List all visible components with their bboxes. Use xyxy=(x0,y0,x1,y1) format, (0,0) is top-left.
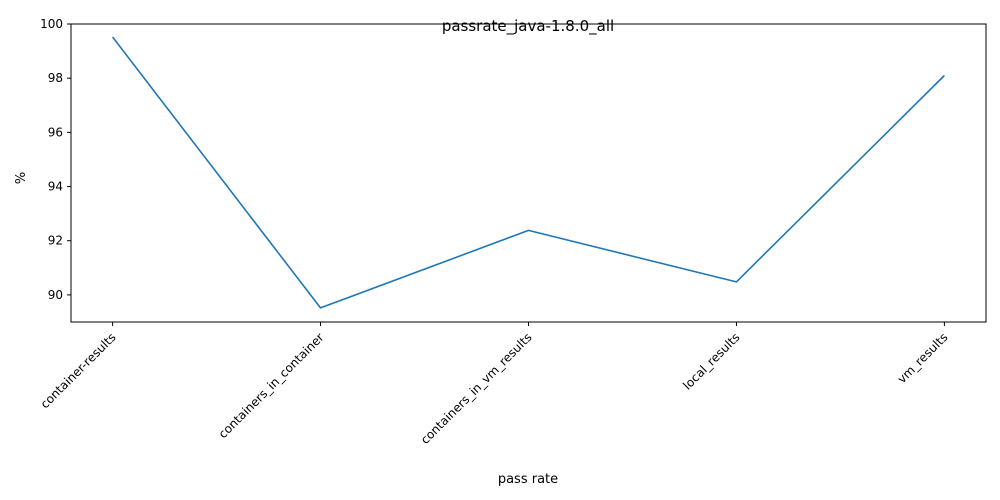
y-tick-label: 90 xyxy=(48,288,63,302)
x-tick-label: containers_in_container xyxy=(216,330,327,441)
y-tick-label: 96 xyxy=(48,125,63,139)
y-tick-label: 100 xyxy=(40,17,63,31)
y-axis-label: % xyxy=(14,172,29,184)
series-line xyxy=(111,36,945,309)
plot-area xyxy=(70,23,987,323)
y-tick-label: 92 xyxy=(48,234,63,248)
chart-title: passrate_java-1.8.0_all xyxy=(442,17,614,36)
y-tick-label: 98 xyxy=(48,71,63,85)
series-layer xyxy=(111,36,945,309)
x-axis-label: pass rate xyxy=(498,472,558,487)
x-tick-label: containers_in_vm_results xyxy=(418,330,535,447)
y-axis-ticks: 90 92 94 96 98 100 xyxy=(40,17,71,302)
x-tick-label: container-results xyxy=(38,330,119,411)
x-axis-ticks: container-results containers_in_container… xyxy=(38,322,951,447)
x-tick-label: vm_results xyxy=(895,330,951,386)
y-tick-label: 94 xyxy=(48,180,63,194)
x-tick-label: local_results xyxy=(680,330,742,392)
